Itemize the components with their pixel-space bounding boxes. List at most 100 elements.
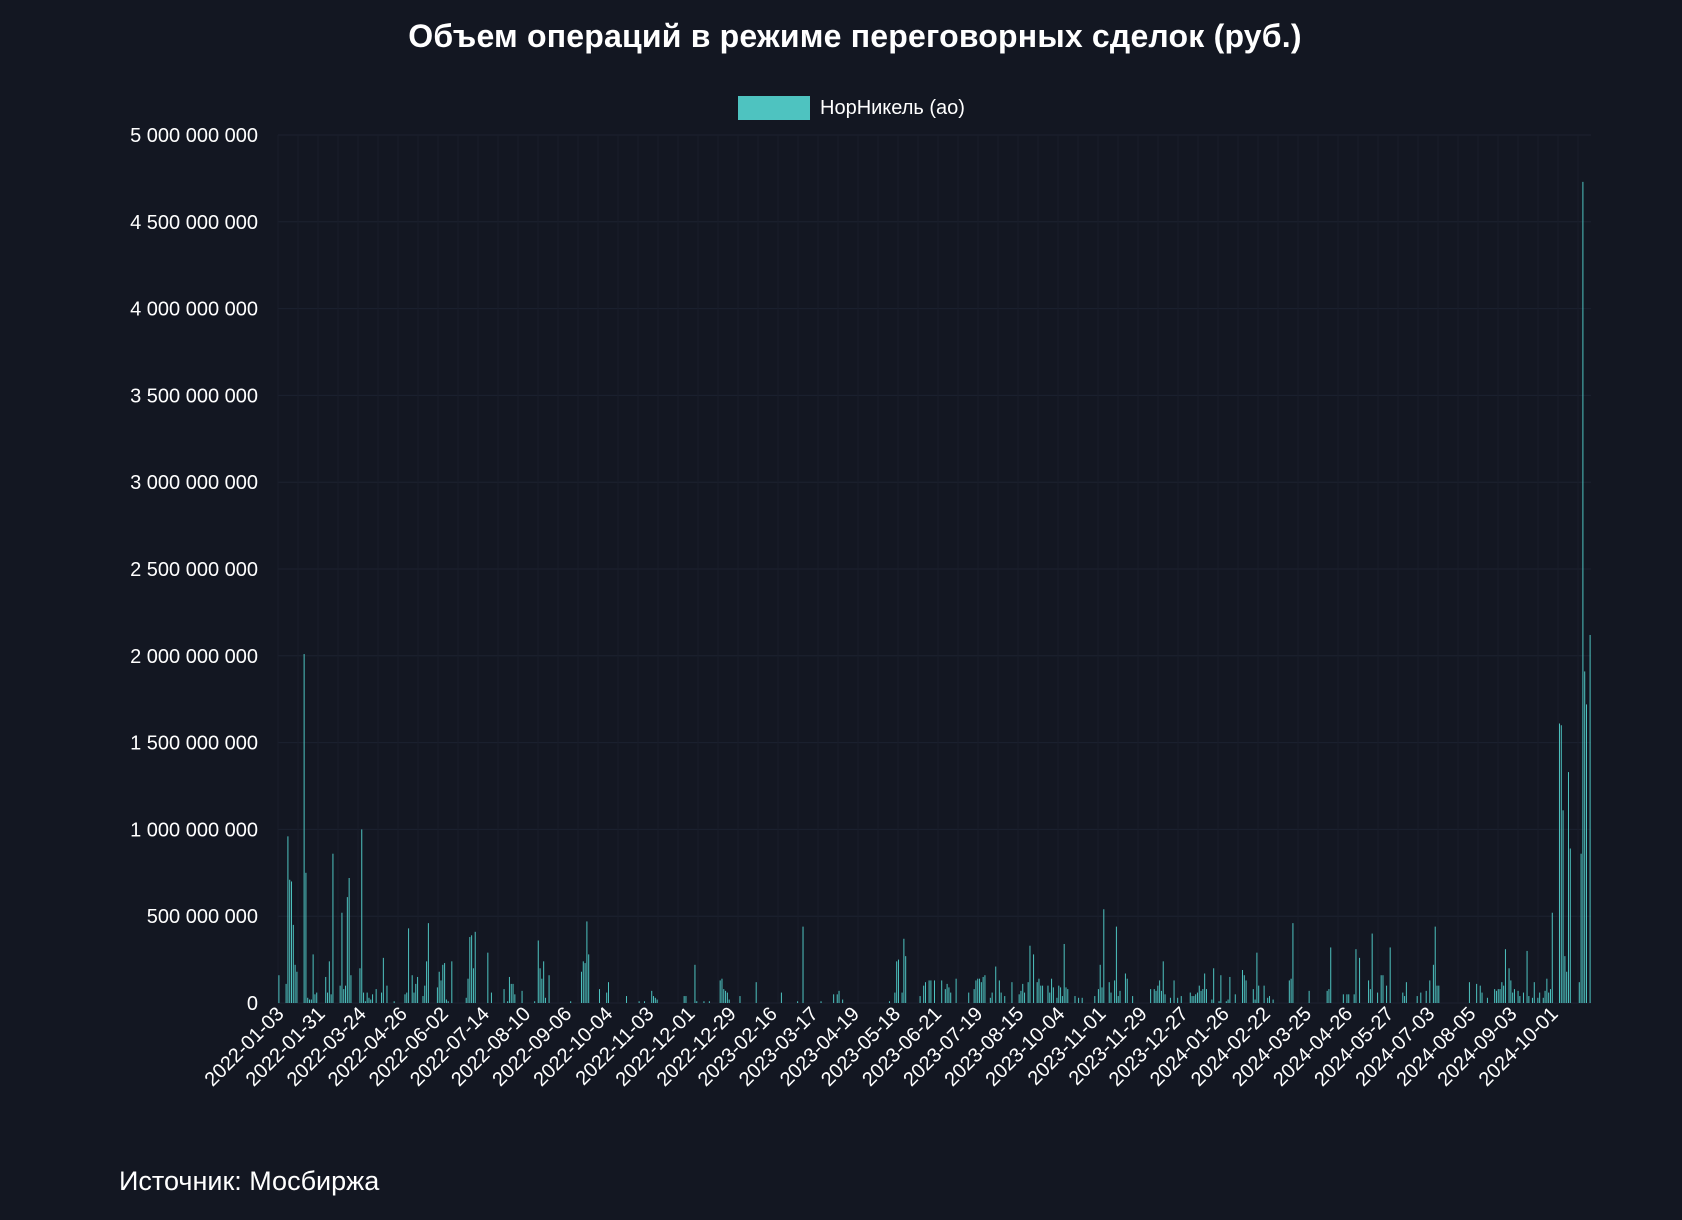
y-axis: 0 500 000 000 1 000 000 000 1 500 000 000 2 … — [130, 125, 258, 1015]
bar — [1499, 989, 1501, 1003]
bar — [445, 999, 447, 1003]
bar — [294, 964, 296, 1003]
bar — [1544, 990, 1546, 1003]
legend-label: НорНикель (ао) — [820, 96, 965, 119]
bar — [1537, 997, 1539, 1003]
bar — [836, 994, 838, 1003]
bar — [438, 971, 440, 1003]
bar — [424, 985, 426, 1003]
bar — [1369, 989, 1371, 1003]
bar — [1562, 810, 1564, 1003]
bar — [436, 987, 438, 1003]
bar — [1020, 990, 1022, 1003]
bar — [1033, 954, 1035, 1003]
bar — [1513, 989, 1515, 1003]
bar — [719, 980, 721, 1003]
bar — [417, 976, 419, 1003]
bar — [685, 996, 687, 1003]
bar — [1252, 989, 1254, 1003]
bar — [1326, 990, 1328, 1003]
y-tick-label: 3 000 000 000 — [130, 472, 258, 494]
bar — [1476, 983, 1478, 1003]
bar — [1348, 994, 1350, 1003]
bar — [998, 980, 1000, 1003]
bar — [1243, 975, 1245, 1003]
bar — [1101, 987, 1103, 1003]
bar — [1425, 990, 1427, 1003]
bar — [696, 1001, 698, 1003]
bar — [723, 989, 725, 1003]
bar — [393, 1001, 395, 1003]
bar — [1004, 996, 1006, 1003]
bar — [1589, 634, 1591, 1003]
bar — [726, 992, 728, 1003]
bar — [1269, 996, 1270, 1003]
bar — [368, 997, 370, 1003]
bar — [490, 992, 492, 1003]
bar — [1200, 990, 1202, 1003]
bar — [285, 983, 287, 1003]
bar — [1097, 989, 1099, 1003]
bar — [991, 992, 993, 1003]
bar — [1429, 980, 1431, 1003]
bar — [1432, 964, 1434, 1003]
bar — [1063, 943, 1065, 1003]
bar — [366, 992, 368, 1003]
bar — [1263, 985, 1265, 1003]
bar — [755, 982, 757, 1003]
bar — [1225, 1001, 1227, 1003]
bar — [1196, 992, 1198, 1003]
bar — [797, 1001, 799, 1003]
bar — [1150, 989, 1152, 1003]
legend[interactable]: НорНикель (ао) — [738, 96, 965, 120]
bar — [1108, 982, 1110, 1003]
bar — [950, 992, 952, 1003]
bar — [1114, 980, 1116, 1003]
bar — [1560, 725, 1562, 1003]
bar — [422, 996, 424, 1003]
bar — [888, 1001, 890, 1003]
bar — [1494, 989, 1496, 1003]
bar — [1386, 985, 1388, 1003]
bar — [1094, 996, 1096, 1003]
bar — [370, 999, 372, 1003]
bar — [1402, 992, 1404, 1003]
bar — [1110, 992, 1112, 1003]
bar — [982, 976, 984, 1003]
bar — [1160, 990, 1162, 1003]
y-tick-label: 4 500 000 000 — [130, 212, 258, 234]
bar — [1486, 997, 1488, 1003]
bar — [708, 1001, 710, 1003]
bar — [946, 983, 948, 1003]
bar — [330, 994, 332, 1003]
bar — [310, 999, 312, 1003]
bar — [296, 971, 298, 1003]
bar — [1061, 996, 1063, 1003]
bar — [1330, 947, 1332, 1003]
bar — [1193, 996, 1195, 1003]
bar — [1254, 999, 1256, 1003]
bar — [465, 997, 467, 1003]
y-tick-label: 2 000 000 000 — [130, 646, 258, 668]
bar — [375, 989, 377, 1003]
bar — [975, 980, 977, 1003]
bar — [1567, 772, 1569, 1003]
y-tick-label: 5 000 000 000 — [130, 125, 258, 147]
bar — [1081, 997, 1083, 1003]
bar — [941, 980, 943, 1003]
bar — [382, 957, 384, 1003]
bar — [1103, 909, 1105, 1003]
bar — [534, 1001, 536, 1003]
bar — [599, 989, 600, 1003]
bar — [1495, 990, 1497, 1003]
bar — [838, 990, 840, 1003]
bar — [289, 879, 291, 1003]
bar — [1551, 912, 1553, 1003]
bar — [1569, 848, 1571, 1003]
bar — [930, 980, 932, 1003]
bar — [1438, 985, 1440, 1003]
bar — [1058, 985, 1060, 1003]
bar — [979, 978, 981, 1003]
bar — [1328, 989, 1330, 1003]
